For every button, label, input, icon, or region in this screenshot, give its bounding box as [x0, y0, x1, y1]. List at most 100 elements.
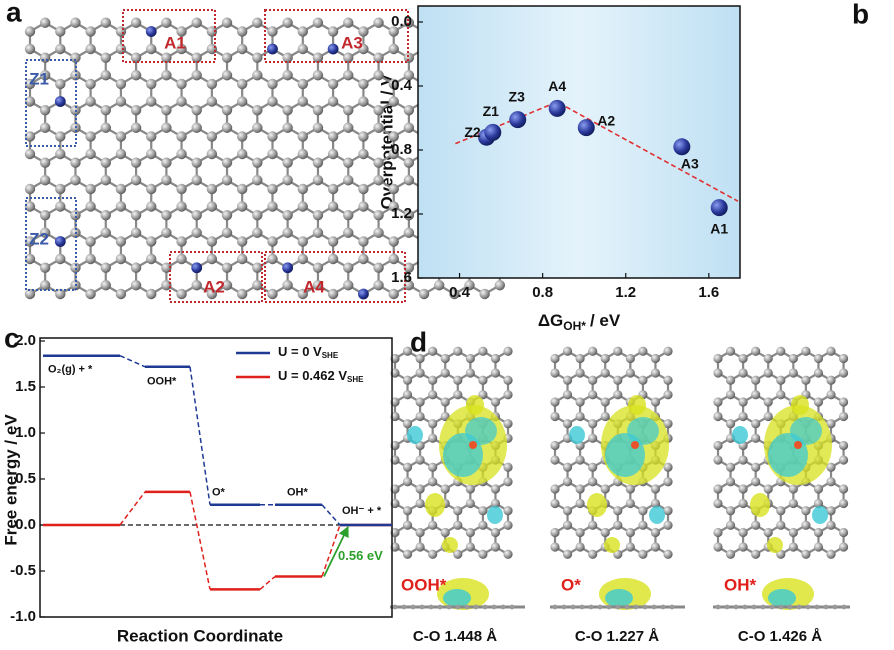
- carbon-atom: [130, 157, 142, 168]
- carbon-atom: [343, 157, 354, 168]
- carbon-atom: [252, 105, 263, 116]
- carbon-atom: [763, 397, 773, 407]
- carbon-atom: [267, 288, 278, 300]
- carbon-atom: [70, 210, 81, 221]
- carbon-atom: [751, 390, 761, 400]
- side-atom: [446, 604, 452, 610]
- carbon-atom: [146, 148, 157, 160]
- side-atom: [500, 604, 506, 610]
- x-tick-label: 0.4: [449, 284, 471, 301]
- carbon-atom: [191, 175, 202, 186]
- carbon-atom: [725, 477, 736, 487]
- carbon-atom: [600, 411, 610, 422]
- carbon-atom: [503, 375, 513, 385]
- carbon-atom: [343, 280, 354, 291]
- carbon-atom: [638, 520, 648, 530]
- carbon-atom: [100, 122, 111, 133]
- carbon-atom: [373, 280, 384, 291]
- carbon-atom: [221, 122, 233, 133]
- carbon-atom: [751, 375, 761, 385]
- x-axis-label-main: ΔG: [538, 311, 563, 330]
- carbon-atom: [70, 52, 81, 63]
- side-atom: [760, 604, 766, 610]
- charge-density: [791, 395, 809, 415]
- carbon-atom: [100, 175, 111, 186]
- carbon-atom: [838, 542, 849, 552]
- carbon-atom: [327, 148, 339, 160]
- carbon-atom: [100, 105, 111, 116]
- carbon-atom: [415, 542, 425, 552]
- carbon-atom: [206, 253, 218, 265]
- carbon-atom: [24, 78, 36, 90]
- connector: [189, 366, 211, 505]
- side-atom: [742, 604, 748, 610]
- carbon-atom: [24, 148, 36, 160]
- carbon-atom: [176, 236, 187, 247]
- x-axis-label-unit: / eV: [590, 311, 621, 330]
- carbon-atom: [588, 346, 598, 356]
- carbon-atom: [388, 288, 399, 300]
- carbon-atom: [402, 375, 413, 385]
- carbon-atom: [650, 397, 661, 407]
- carbon-atom: [588, 419, 598, 429]
- carbon-atom: [713, 440, 723, 451]
- carbon-atom: [70, 17, 81, 28]
- carbon-atom: [161, 157, 172, 168]
- charge-density: [732, 426, 748, 444]
- y-tick-label: 1.6: [391, 269, 412, 286]
- carbon-atom: [267, 148, 278, 160]
- carbon-atom: [738, 353, 748, 364]
- carbon-atom: [650, 368, 661, 378]
- carbon-atom: [575, 397, 585, 407]
- nitrogen-atom: [358, 288, 369, 300]
- lattice: [713, 346, 849, 559]
- carbon-atom: [100, 227, 111, 238]
- carbon-atom: [838, 397, 849, 407]
- carbon-atom: [206, 96, 218, 107]
- carbon-atom: [236, 43, 248, 55]
- carbon-atom: [221, 105, 233, 116]
- carbon-atom: [100, 52, 111, 63]
- content: a b c d ΔGOH* / eV Overpotential / V Reac…: [1, 0, 869, 645]
- carbon-atom: [763, 368, 773, 378]
- carbon-atom: [327, 253, 339, 265]
- carbon-atom: [453, 375, 463, 385]
- carbon-atom: [312, 227, 324, 238]
- carbon-atom: [85, 96, 96, 107]
- carbon-atom: [358, 148, 369, 160]
- carbon-atom: [130, 210, 142, 221]
- carbon-atom: [373, 175, 384, 186]
- carbon-atom: [415, 368, 425, 378]
- carbon-atom: [713, 455, 723, 465]
- carbon-atom: [176, 96, 187, 107]
- nitrogen-atom: [54, 236, 66, 247]
- carbon-atom: [297, 26, 308, 37]
- carbon-atom: [85, 26, 96, 37]
- carbon-atom: [161, 262, 172, 273]
- carbon-atom: [252, 210, 263, 221]
- carbon-atom: [70, 175, 81, 186]
- carbon-atom: [373, 105, 384, 116]
- carbon-atom: [358, 236, 369, 247]
- connector: [119, 355, 146, 368]
- site-label: Z2: [29, 229, 49, 248]
- carbon-atom: [373, 157, 384, 168]
- side-atom: [419, 604, 425, 610]
- carbon-atom: [428, 433, 438, 443]
- carbon-atom: [297, 288, 308, 300]
- plot-background: [418, 6, 740, 278]
- carbon-atom: [838, 498, 849, 509]
- connector: [321, 524, 341, 577]
- carbon-atom: [327, 183, 339, 195]
- charge-density: [466, 395, 484, 415]
- carbon-atom: [161, 17, 172, 28]
- carbon-atom: [358, 96, 369, 107]
- carbon-atom: [464, 280, 475, 291]
- carbon-atom: [358, 253, 369, 265]
- charge-density: [790, 417, 822, 445]
- panel-label: a: [6, 0, 22, 27]
- point-label: A2: [597, 112, 615, 128]
- carbon-atom: [358, 43, 369, 55]
- carbon-atom: [282, 280, 293, 291]
- carbon-atom: [575, 411, 585, 422]
